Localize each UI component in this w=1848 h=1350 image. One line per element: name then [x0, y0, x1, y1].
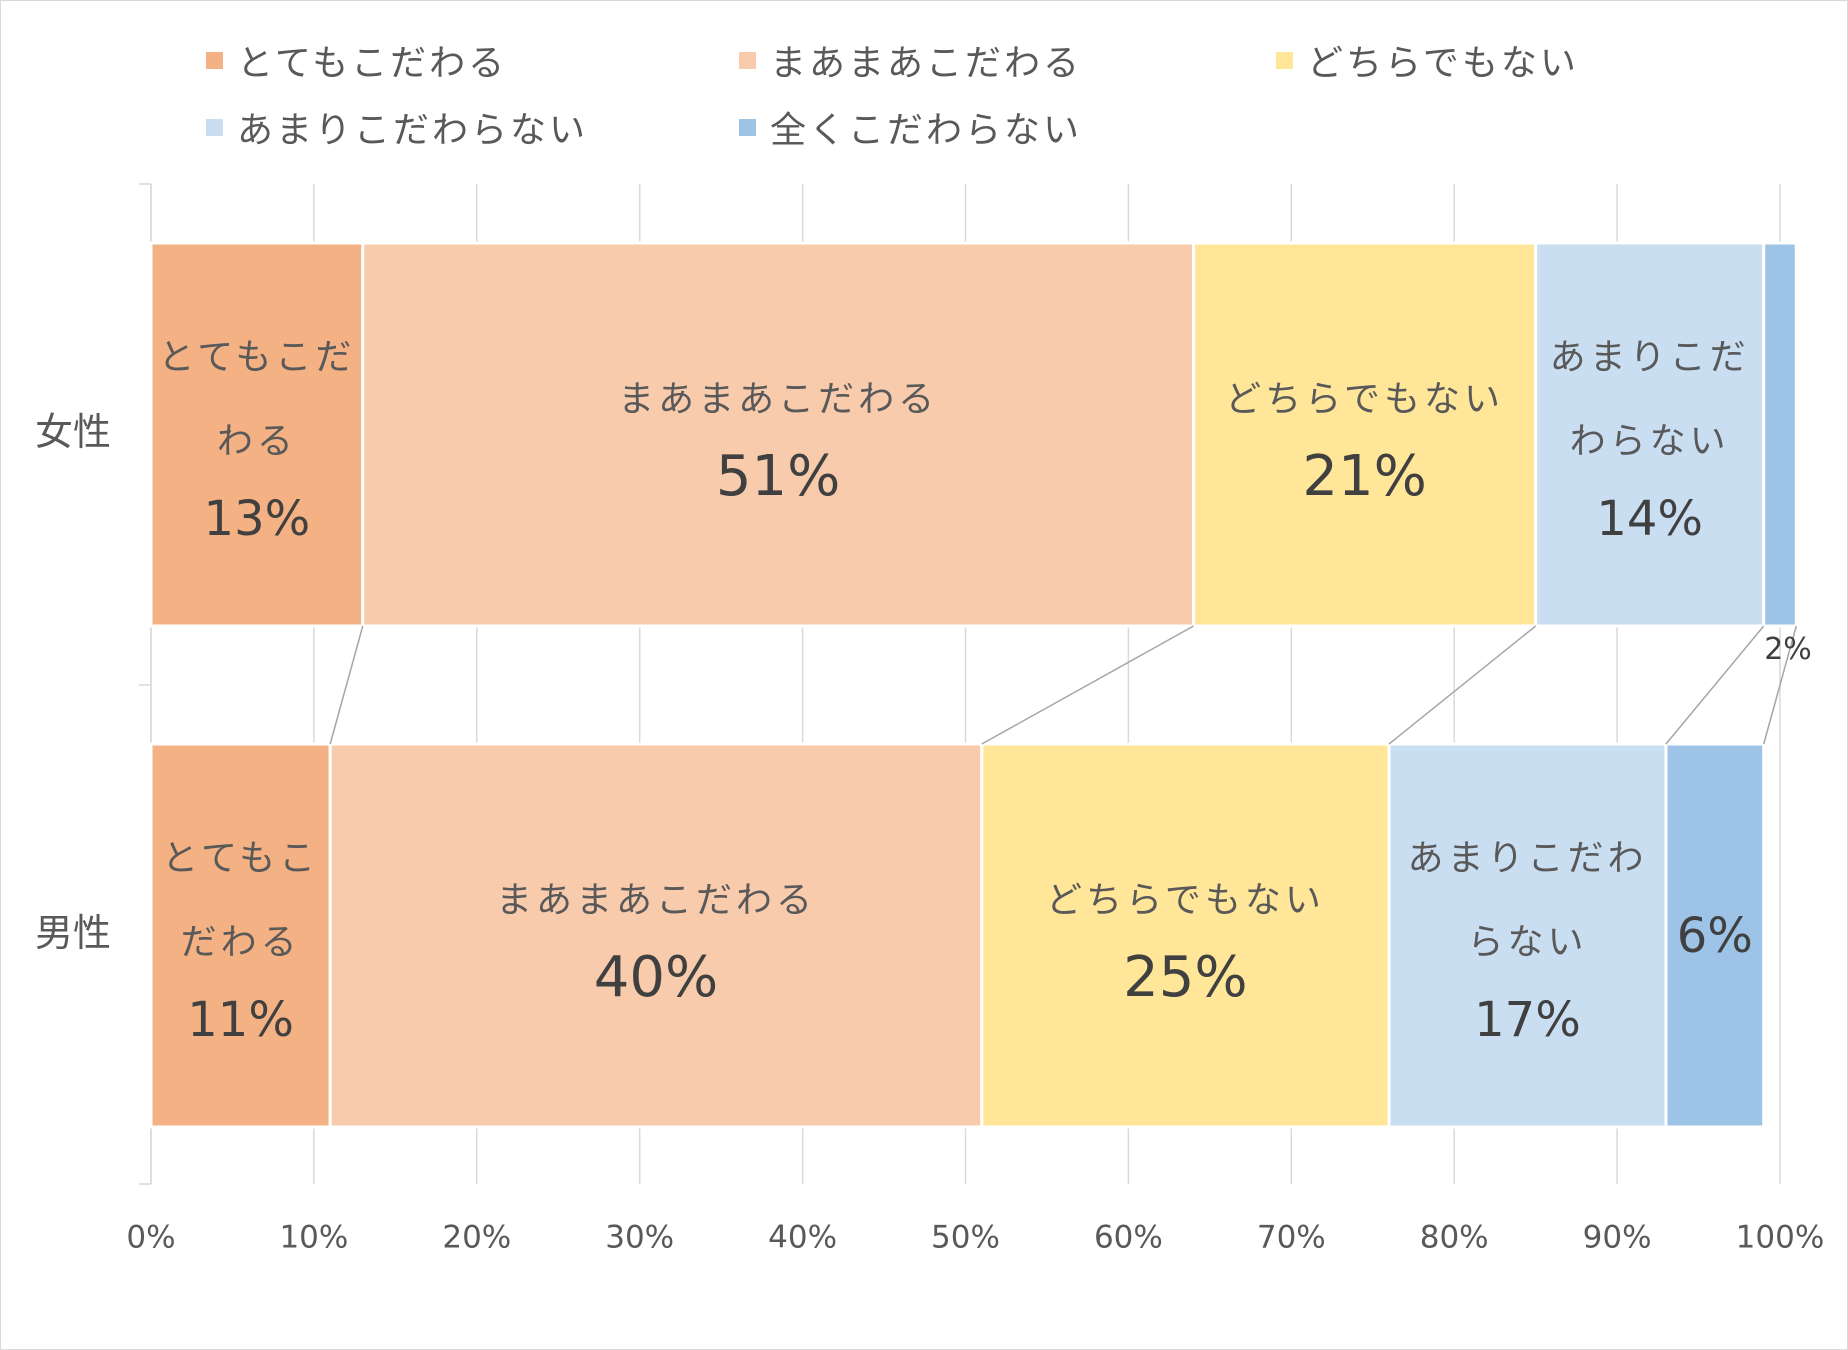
- data-label-name: とてもこだわる: [158, 336, 356, 462]
- x-tick-label: 80%: [1420, 1220, 1489, 1256]
- x-tick-label: 60%: [1094, 1220, 1163, 1256]
- series-line: [981, 625, 1194, 745]
- x-tick-label: 90%: [1583, 1220, 1652, 1256]
- x-tick-label: 40%: [768, 1220, 837, 1256]
- bar-segment: [980, 742, 1391, 1129]
- legend-swatch: [206, 51, 223, 69]
- bar-segment: [328, 742, 984, 1129]
- series-line: [1762, 625, 1798, 745]
- data-label: 40%: [593, 944, 719, 1010]
- legend-label: あまりこだわらない: [237, 110, 589, 151]
- data-label: 13%: [203, 490, 311, 547]
- segment-label: とてもこだわる 13%: [151, 243, 363, 626]
- x-tick-label: 100%: [1736, 1220, 1825, 1256]
- x-tick-label: 10%: [279, 1220, 348, 1256]
- data-label: 2%: [1764, 632, 1812, 667]
- series-line: [329, 625, 364, 745]
- x-tick-label: 70%: [1257, 1220, 1326, 1256]
- data-label-name: どちらでもない: [1045, 879, 1325, 921]
- segment-label: どちらでもない 21%: [1194, 243, 1536, 626]
- segment-label: まあまあこだわる 40%: [330, 744, 982, 1127]
- data-label: 6%: [1676, 907, 1753, 964]
- legend-label: まあまあこだわる: [770, 43, 1083, 84]
- series-line: [1388, 625, 1537, 745]
- legend-swatch: [739, 51, 756, 69]
- bar-segment: [1192, 241, 1538, 628]
- data-label: 17%: [1474, 991, 1581, 1048]
- data-label: 25%: [1123, 944, 1248, 1010]
- legend-label: どちらでもない: [1307, 43, 1579, 84]
- segment-label: 6%: [1666, 744, 1764, 1127]
- segment-label: あまりこだわらない 14%: [1536, 243, 1764, 626]
- legend-item: 全くこだわらない: [739, 101, 1082, 153]
- segment-label: あまりこだわらない 17%: [1389, 744, 1666, 1127]
- series-line: [1665, 625, 1765, 745]
- legend-label: とてもこだわる: [237, 43, 508, 84]
- bar-segment: [1534, 241, 1766, 628]
- data-label: 51%: [715, 443, 841, 509]
- x-tick-label: 50%: [931, 1220, 1000, 1256]
- segment-label: どちらでもない 25%: [982, 744, 1389, 1127]
- segment-label: とてもこだわる 11%: [151, 744, 330, 1127]
- legend-item: とてもこだわる: [206, 34, 507, 86]
- x-tick-label: 30%: [605, 1220, 674, 1256]
- legend-item: あまりこだわらない: [206, 101, 588, 153]
- bar-segment: [1664, 742, 1766, 1129]
- bar-segment: [149, 241, 365, 628]
- legend-label: 全くこだわらない: [770, 110, 1083, 151]
- data-label: 11%: [187, 991, 294, 1048]
- legend-swatch: [739, 118, 756, 136]
- legend-swatch: [206, 118, 223, 136]
- legend-item: まあまあこだわる: [739, 34, 1082, 86]
- data-label-name: どちらでもない: [1225, 378, 1505, 420]
- data-label: 21%: [1302, 443, 1427, 509]
- data-label-name: とてもこだわる: [162, 837, 320, 963]
- y-tick-label: 女性: [35, 410, 111, 454]
- x-tick-label: 0%: [126, 1220, 175, 1256]
- y-tick-label: 男性: [35, 911, 111, 955]
- data-label-name: まあまあこだわる: [618, 378, 939, 420]
- segment-label: まあまあこだわる 51%: [363, 243, 1194, 626]
- data-label-name: あまりこだわらない: [1549, 336, 1750, 462]
- bar-segment: [1762, 241, 1798, 628]
- x-tick-label: 20%: [442, 1220, 511, 1256]
- bar-segment: [1387, 742, 1668, 1129]
- legend-swatch: [1276, 51, 1293, 69]
- data-label-name: まあまあこだわる: [495, 879, 816, 921]
- data-label-name: あまりこだわらない: [1407, 837, 1648, 963]
- data-label: 14%: [1596, 490, 1703, 547]
- bar-segment: [149, 742, 332, 1129]
- legend-item: どちらでもない: [1276, 34, 1579, 86]
